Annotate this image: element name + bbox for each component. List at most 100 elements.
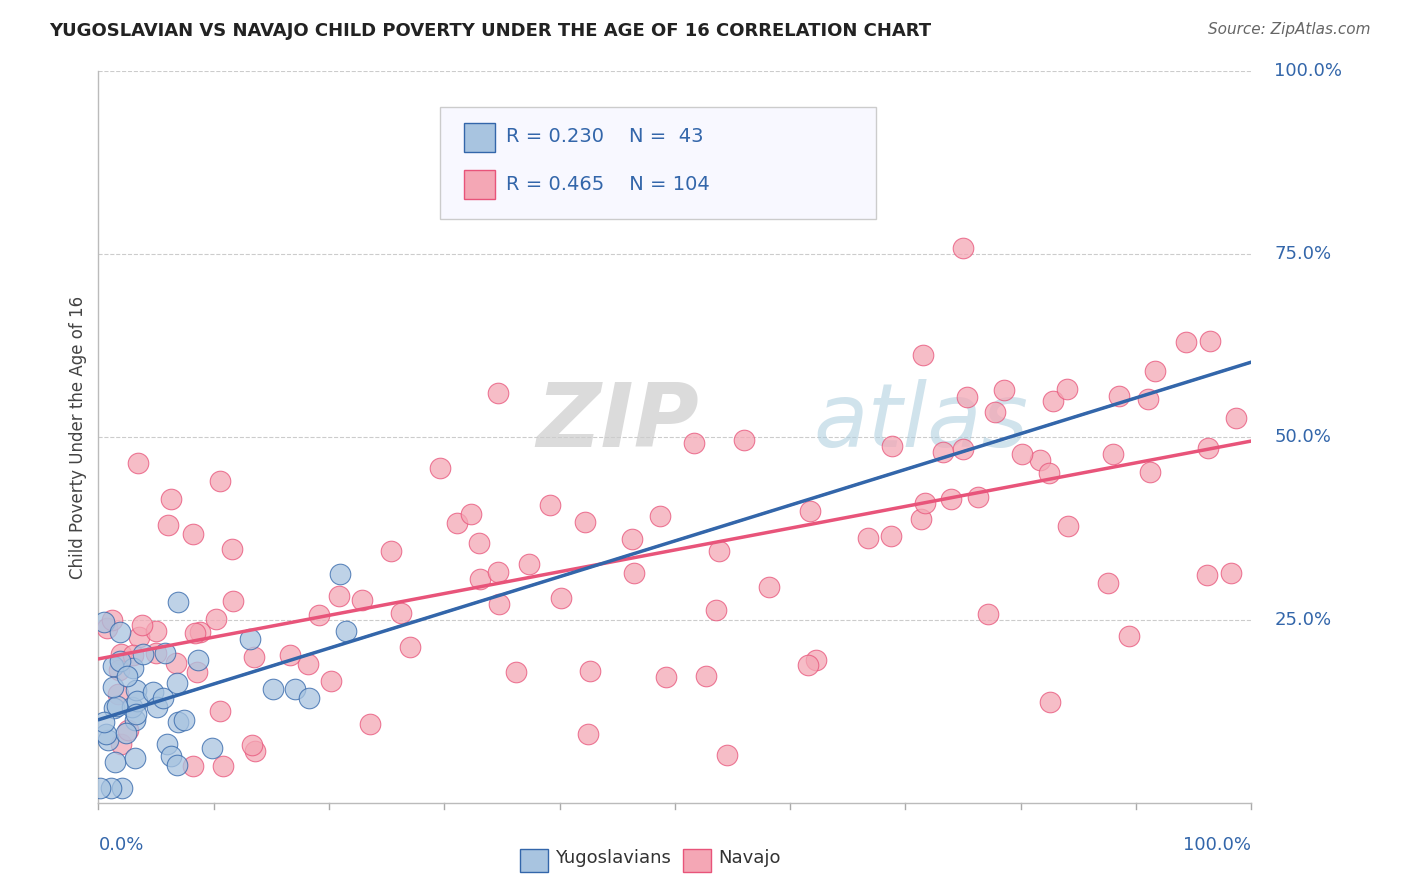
Point (910, 512, 932, 526)
Text: R = 0.230    N =  43: R = 0.230 N = 43 (506, 127, 703, 146)
Y-axis label: Child Poverty Under the Age of 16: Child Poverty Under the Age of 16 (69, 295, 87, 579)
Point (190, 624, 212, 639)
Point (952, 442, 974, 456)
Point (155, 737, 177, 751)
Text: 0.0%: 0.0% (98, 836, 143, 854)
Point (125, 694, 148, 708)
Point (1118, 629, 1140, 643)
Text: 25.0%: 25.0% (1274, 611, 1331, 629)
Point (110, 781, 132, 796)
Point (1056, 382, 1078, 396)
Point (1175, 334, 1198, 349)
Point (538, 498, 561, 512)
Text: Yugoslavians: Yugoslavians (555, 849, 671, 867)
Point (110, 737, 132, 751)
Point (173, 713, 195, 727)
Point (799, 504, 821, 518)
Point (576, 727, 599, 741)
Point (145, 624, 167, 638)
Point (208, 474, 231, 488)
Point (804, 653, 827, 667)
Point (205, 611, 228, 625)
Point (187, 653, 209, 667)
Point (131, 647, 153, 661)
Point (977, 607, 1000, 621)
Point (145, 699, 167, 714)
Point (707, 544, 730, 558)
Point (124, 706, 146, 721)
Point (1225, 410, 1247, 425)
Point (278, 648, 301, 662)
Point (181, 527, 204, 541)
Point (328, 589, 350, 603)
Point (1028, 453, 1050, 467)
Point (243, 744, 266, 758)
Point (1039, 695, 1062, 709)
Point (93, 615, 115, 629)
Point (298, 690, 321, 705)
Point (429, 461, 451, 475)
Point (128, 631, 150, 645)
Point (517, 557, 540, 571)
Point (682, 436, 704, 450)
Point (797, 657, 820, 672)
Text: Navajo: Navajo (718, 849, 780, 867)
Text: Source: ZipAtlas.com: Source: ZipAtlas.com (1208, 22, 1371, 37)
Point (167, 594, 190, 608)
Point (240, 738, 263, 752)
Point (579, 664, 602, 678)
Point (110, 654, 132, 668)
Point (932, 444, 955, 458)
Point (1011, 446, 1033, 460)
Text: YUGOSLAVIAN VS NAVAJO CHILD POVERTY UNDER THE AGE OF 16 CORRELATION CHART: YUGOSLAVIAN VS NAVAJO CHILD POVERTY UNDE… (49, 22, 931, 40)
Point (124, 713, 146, 727)
Point (468, 536, 491, 550)
Point (222, 593, 245, 607)
Point (160, 491, 183, 506)
Point (155, 646, 177, 660)
Point (1136, 392, 1159, 407)
Point (166, 676, 188, 690)
Point (574, 515, 596, 529)
Point (124, 750, 146, 764)
Point (856, 532, 879, 546)
Point (297, 657, 319, 672)
Point (110, 624, 132, 639)
Point (880, 438, 903, 452)
Point (329, 566, 352, 581)
Point (359, 717, 381, 731)
Point (117, 668, 139, 682)
Point (101, 680, 124, 694)
Text: 100.0%: 100.0% (1184, 836, 1251, 854)
Point (114, 726, 136, 740)
Point (308, 607, 330, 622)
Point (952, 241, 974, 255)
Point (488, 597, 510, 611)
Point (733, 433, 755, 447)
Point (121, 661, 143, 675)
Point (165, 656, 187, 670)
Point (1197, 567, 1219, 582)
Point (1139, 465, 1161, 479)
Point (242, 650, 264, 665)
Point (955, 390, 977, 404)
Point (262, 681, 284, 696)
Point (1057, 519, 1080, 533)
Point (221, 542, 243, 557)
Point (319, 674, 342, 689)
Point (145, 646, 167, 660)
Point (1143, 363, 1166, 377)
Point (655, 670, 678, 684)
Point (446, 516, 468, 530)
Text: atlas: atlas (813, 379, 1028, 466)
Point (101, 613, 124, 627)
Point (110, 647, 132, 661)
Point (100, 781, 122, 796)
Point (1219, 566, 1241, 580)
Point (550, 591, 572, 605)
Point (131, 618, 153, 632)
Point (239, 632, 262, 647)
Point (911, 348, 934, 362)
Point (186, 665, 208, 679)
Text: 75.0%: 75.0% (1274, 245, 1331, 263)
